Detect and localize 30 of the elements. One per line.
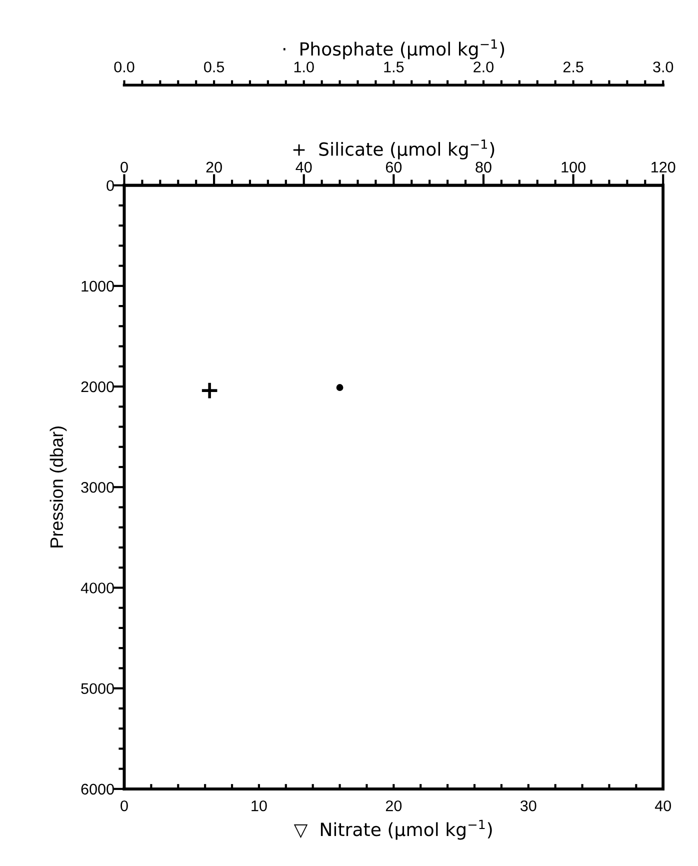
x2-tick-label: 100 bbox=[562, 162, 586, 173]
x-tick-label: 0.5 bbox=[204, 62, 224, 72]
x-tick-label: 1.0 bbox=[294, 62, 314, 72]
x-axis-title: ▽ Nitrate (µmol kg$^{−1}$) bbox=[294, 820, 492, 840]
x2-axis-title: + Silicate (µmol kg$^{−1}$) bbox=[293, 140, 494, 160]
x-tick-label: 40 bbox=[654, 800, 671, 812]
y-tick-label: 6000 bbox=[81, 784, 114, 795]
y-tick-label: 0 bbox=[106, 180, 114, 192]
y-tick-label: 1000 bbox=[82, 280, 114, 292]
x-tick-label: 0.0 bbox=[114, 62, 134, 72]
x-tick-label: 1.5 bbox=[384, 62, 404, 72]
y-axis-title: Pression (dbar) bbox=[50, 426, 67, 548]
x2-tick-label: 20 bbox=[206, 162, 222, 173]
x-tick-label: 2.5 bbox=[563, 62, 584, 72]
x-tick-label: 0 bbox=[120, 800, 128, 812]
x-tick-label: 20 bbox=[386, 800, 402, 812]
x2-tick-label: 80 bbox=[476, 162, 492, 173]
y-tick-label: 4000 bbox=[80, 582, 114, 594]
x-tick-label: 3.0 bbox=[653, 62, 674, 72]
x2-tick-label: 120 bbox=[652, 162, 676, 173]
x-tick-label: 30 bbox=[520, 800, 536, 812]
x-tick-label: 2.0 bbox=[474, 62, 494, 72]
y-tick-label: 2000 bbox=[81, 381, 114, 392]
x2-tick-label: 0 bbox=[120, 162, 128, 173]
y-tick-label: 3000 bbox=[81, 482, 114, 493]
y-tick-label: 5000 bbox=[81, 683, 114, 694]
x-tick-label: 10 bbox=[252, 800, 267, 812]
x2-tick-label: 60 bbox=[386, 162, 402, 173]
x-axis-title: · Phosphate (µmol kg$^{−1}$) bbox=[283, 39, 504, 60]
x2-tick-label: 40 bbox=[296, 162, 312, 173]
